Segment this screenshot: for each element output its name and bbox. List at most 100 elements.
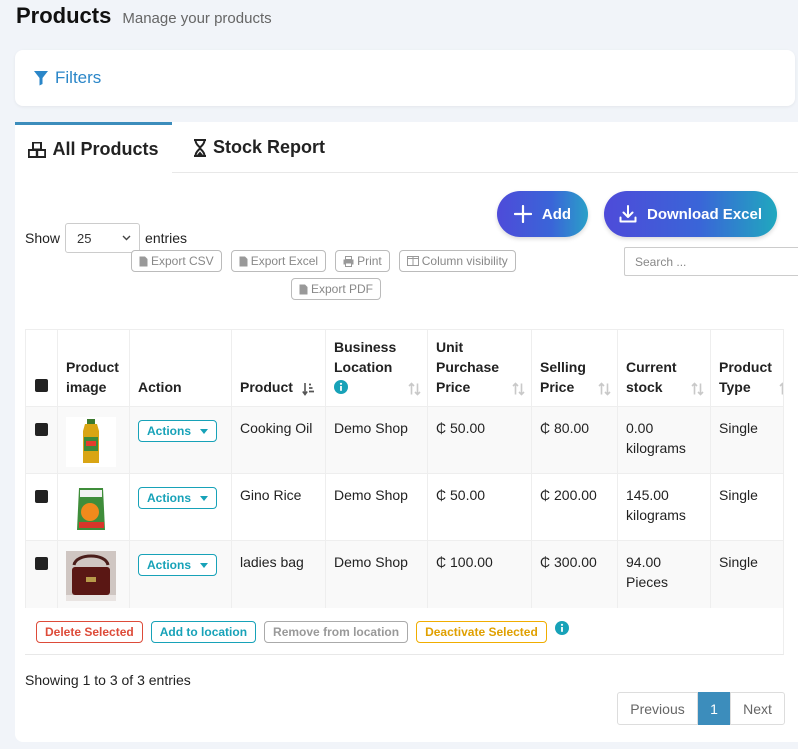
column-product[interactable]: Product (231, 329, 326, 407)
column-visibility-button[interactable]: Column visibility (398, 250, 516, 272)
type-cell: Single (710, 540, 783, 608)
export-excel-button[interactable]: Export Excel (230, 250, 327, 272)
actions-label: Actions (147, 424, 192, 438)
tab-label: Stock Report (213, 137, 326, 157)
row-checkbox[interactable] (35, 423, 48, 436)
entries-length-control: Show 25 entries (25, 223, 187, 253)
page-title: Products (16, 3, 112, 28)
download-label: Download Excel (646, 205, 763, 223)
action-cell: Actions (129, 406, 232, 474)
download-excel-button[interactable]: Download Excel (604, 191, 777, 237)
stock-cell: 145.00 kilograms (617, 473, 711, 541)
sort-asc-icon (302, 383, 314, 396)
table-info: Showing 1 to 3 of 3 entries (25, 672, 191, 688)
export-buttons: Export CSV Export Excel Print Column vis… (131, 250, 525, 272)
delete-selected-button[interactable]: Delete Selected (36, 621, 143, 643)
sort-icon (408, 382, 421, 396)
column-business-location[interactable]: Business Location (325, 329, 428, 407)
products-table-wrapper: Product image Action Product Business Lo… (25, 329, 784, 655)
info-icon[interactable] (554, 621, 569, 635)
purchase-price-cell: ₵ 100.00 (427, 540, 532, 608)
add-to-location-button[interactable]: Add to location (150, 621, 257, 643)
entries-select[interactable]: 25 (65, 223, 141, 253)
columns-icon (406, 256, 419, 266)
products-table: Product image Action Product Business Lo… (25, 329, 783, 608)
filters-toggle[interactable]: Filters (33, 68, 101, 88)
column-product-type[interactable]: Product Type (710, 329, 783, 407)
file-pdf-icon (299, 284, 308, 294)
export-pdf-button[interactable]: Export PDF (291, 278, 382, 300)
filter-icon (34, 71, 48, 86)
selling-price-cell: ₵ 300.00 (531, 540, 618, 608)
page-1-button[interactable]: 1 (698, 692, 730, 725)
actions-dropdown-button[interactable]: Actions (138, 554, 218, 576)
info-icon[interactable] (334, 380, 348, 394)
sort-icon (778, 382, 783, 395)
print-label: Print (357, 254, 382, 268)
column-selling-label: Selling Price (540, 359, 586, 395)
action-cell: Actions (129, 473, 232, 541)
select-all-header (25, 329, 58, 407)
row-checkbox[interactable] (35, 490, 48, 503)
file-csv-icon (139, 256, 148, 266)
table-row: Actions ladies bag Demo Shop ₵ 100.00 ₵ … (25, 540, 783, 608)
bulk-actions: Delete Selected Add to location Remove f… (36, 621, 569, 643)
sort-icon (691, 382, 704, 396)
stock-cell: 94.00 Pieces (617, 540, 711, 608)
rice-bag-image (66, 484, 116, 534)
location-cell: Demo Shop (325, 540, 428, 608)
row-select-cell (25, 473, 58, 541)
row-checkbox[interactable] (35, 557, 48, 570)
actions-dropdown-button[interactable]: Actions (138, 487, 218, 509)
entries-value: 25 (77, 230, 92, 246)
file-excel-icon (239, 256, 248, 266)
filters-label: Filters (55, 68, 102, 87)
product-name-cell: Gino Rice (231, 473, 326, 541)
column-unit-purchase-price[interactable]: Unit Purchase Price (427, 329, 532, 407)
hourglass-icon (194, 138, 206, 157)
plus-icon (513, 205, 532, 223)
product-name-cell: Cooking Oil (231, 406, 326, 474)
row-select-cell (25, 406, 58, 474)
action-cell: Actions (129, 540, 232, 608)
export-csv-button[interactable]: Export CSV (131, 250, 222, 272)
caret-down-icon (200, 562, 209, 568)
add-label: Add (541, 205, 572, 223)
tab-bar: All Products Stock Report (15, 122, 798, 174)
column-selling-price[interactable]: Selling Price (531, 329, 618, 407)
handbag-image (66, 551, 116, 601)
table-row: Actions Cooking Oil Demo Shop ₵ 50.00 ₵ … (25, 406, 783, 474)
next-page-button[interactable]: Next (730, 692, 785, 725)
search-input[interactable] (624, 247, 798, 276)
select-all-checkbox[interactable] (35, 379, 48, 392)
product-image-cell (57, 406, 130, 474)
pagination: Previous 1 Next (617, 692, 785, 725)
purchase-price-cell: ₵ 50.00 (427, 473, 532, 541)
actions-label: Actions (147, 558, 192, 572)
download-icon (619, 205, 637, 223)
actions-dropdown-button[interactable]: Actions (138, 420, 218, 442)
product-name-cell: ladies bag (231, 540, 326, 608)
column-stock-label: Current stock (626, 359, 677, 395)
products-panel: All Products Stock Report Add Download E… (15, 122, 798, 742)
column-location-label: Business Location (334, 339, 397, 375)
export-excel-label: Export Excel (250, 254, 319, 268)
row-select-cell (25, 540, 58, 608)
column-current-stock[interactable]: Current stock (617, 329, 711, 407)
product-image-cell (57, 540, 130, 608)
location-cell: Demo Shop (325, 473, 428, 541)
tab-all-products[interactable]: All Products (15, 122, 172, 174)
deactivate-selected-button[interactable]: Deactivate Selected (416, 621, 547, 643)
filters-panel: Filters (15, 50, 795, 106)
selling-price-cell: ₵ 80.00 (531, 406, 618, 474)
remove-from-location-button[interactable]: Remove from location (264, 621, 409, 643)
tab-stock-report[interactable]: Stock Report (193, 122, 325, 173)
export-pdf-label: Export PDF (311, 282, 374, 296)
add-product-button[interactable]: Add (497, 191, 588, 237)
print-icon (343, 255, 354, 267)
entries-label: entries (145, 230, 188, 246)
column-type-label: Product Type (719, 359, 772, 395)
purchase-price-cell: ₵ 50.00 (427, 406, 532, 474)
previous-page-button[interactable]: Previous (617, 692, 698, 725)
print-button[interactable]: Print (335, 250, 390, 272)
